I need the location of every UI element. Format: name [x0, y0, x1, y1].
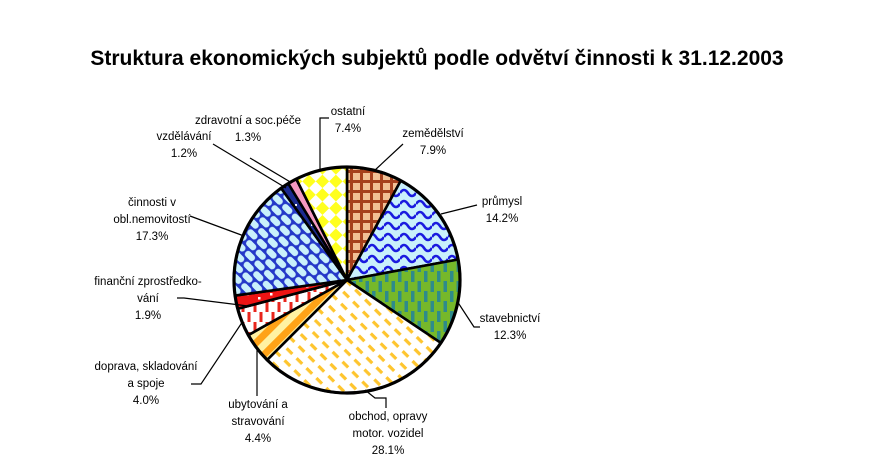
leader-line-zdravotni: [249, 157, 293, 184]
label-text: vání: [137, 293, 159, 305]
leader-line-prumysl: [440, 204, 478, 215]
label-cinnosti: činnosti v obl.nemovitostí 17.3%: [113, 195, 190, 246]
label-text: zemědělství: [402, 128, 464, 140]
label-pct: 7.9%: [419, 145, 447, 157]
leader-line-stavebnictvi: [456, 300, 480, 328]
label-pct: 14.2%: [485, 213, 519, 225]
label-vzdelavani: vzdělávání 1.2%: [157, 129, 212, 163]
label-text: doprava, skladování: [94, 361, 198, 373]
label-pct: 1.3%: [234, 132, 262, 144]
leader-line-obchod: [364, 389, 387, 408]
label-text: vzdělávání: [156, 131, 212, 143]
label-text: ostatní: [330, 106, 366, 118]
chart-title: Struktura ekonomických subjektů podle od…: [90, 47, 784, 70]
label-text: stravování: [231, 416, 285, 428]
label-financni: finanční zprostředko- vání 1.9%: [94, 274, 201, 325]
label-text: průmysl: [481, 196, 523, 208]
label-zemedelstvi: zemědělství 7.9%: [402, 126, 463, 160]
label-text: a spoje: [127, 378, 165, 390]
label-doprava: doprava, skladování a spoje 4.0%: [95, 359, 198, 410]
label-text: zdravotní a soc.péče: [194, 115, 302, 127]
leader-line-doprava: [191, 320, 244, 385]
leader-line-financni: [177, 297, 249, 307]
leader-line-vzdelavani: [212, 143, 287, 189]
leader-line-zemedelstvi: [373, 143, 404, 172]
label-text: finanční zprostředko-: [94, 276, 202, 288]
leader-line-ostatni: [319, 117, 329, 170]
label-pct: 4.4%: [244, 433, 272, 445]
label-pct: 1.9%: [134, 310, 162, 322]
label-zdravotni: zdravotní a soc.péče 1.3%: [195, 113, 301, 147]
label-pct: 28.1%: [371, 445, 405, 456]
label-stavebnictvi: stavebnictví 12.3%: [480, 311, 541, 345]
label-pct: 4.0%: [132, 395, 160, 407]
label-pct: 7.4%: [334, 123, 362, 135]
label-text: obchod, opravy: [348, 411, 428, 423]
label-text: ubytování a: [228, 399, 288, 411]
leader-lines: [177, 117, 480, 408]
label-ubytovani: ubytování a stravování 4.4%: [228, 397, 287, 448]
label-ostatni: ostatní 7.4%: [331, 104, 366, 138]
label-text: stavebnictví: [479, 313, 541, 325]
leader-line-cinnosti: [189, 215, 245, 237]
label-pct: 1.2%: [170, 148, 198, 160]
label-obchod: obchod, opravy motor. vozidel 28.1%: [349, 409, 428, 456]
label-pct: 12.3%: [493, 330, 527, 342]
label-text: obl.nemovitostí: [113, 214, 191, 226]
label-prumysl: průmysl 14.2%: [482, 194, 522, 228]
label-text: motor. vozidel: [352, 428, 424, 440]
label-pct: 17.3%: [135, 231, 169, 243]
pie-outline: [232, 165, 462, 395]
label-text: činnosti v: [128, 197, 176, 209]
